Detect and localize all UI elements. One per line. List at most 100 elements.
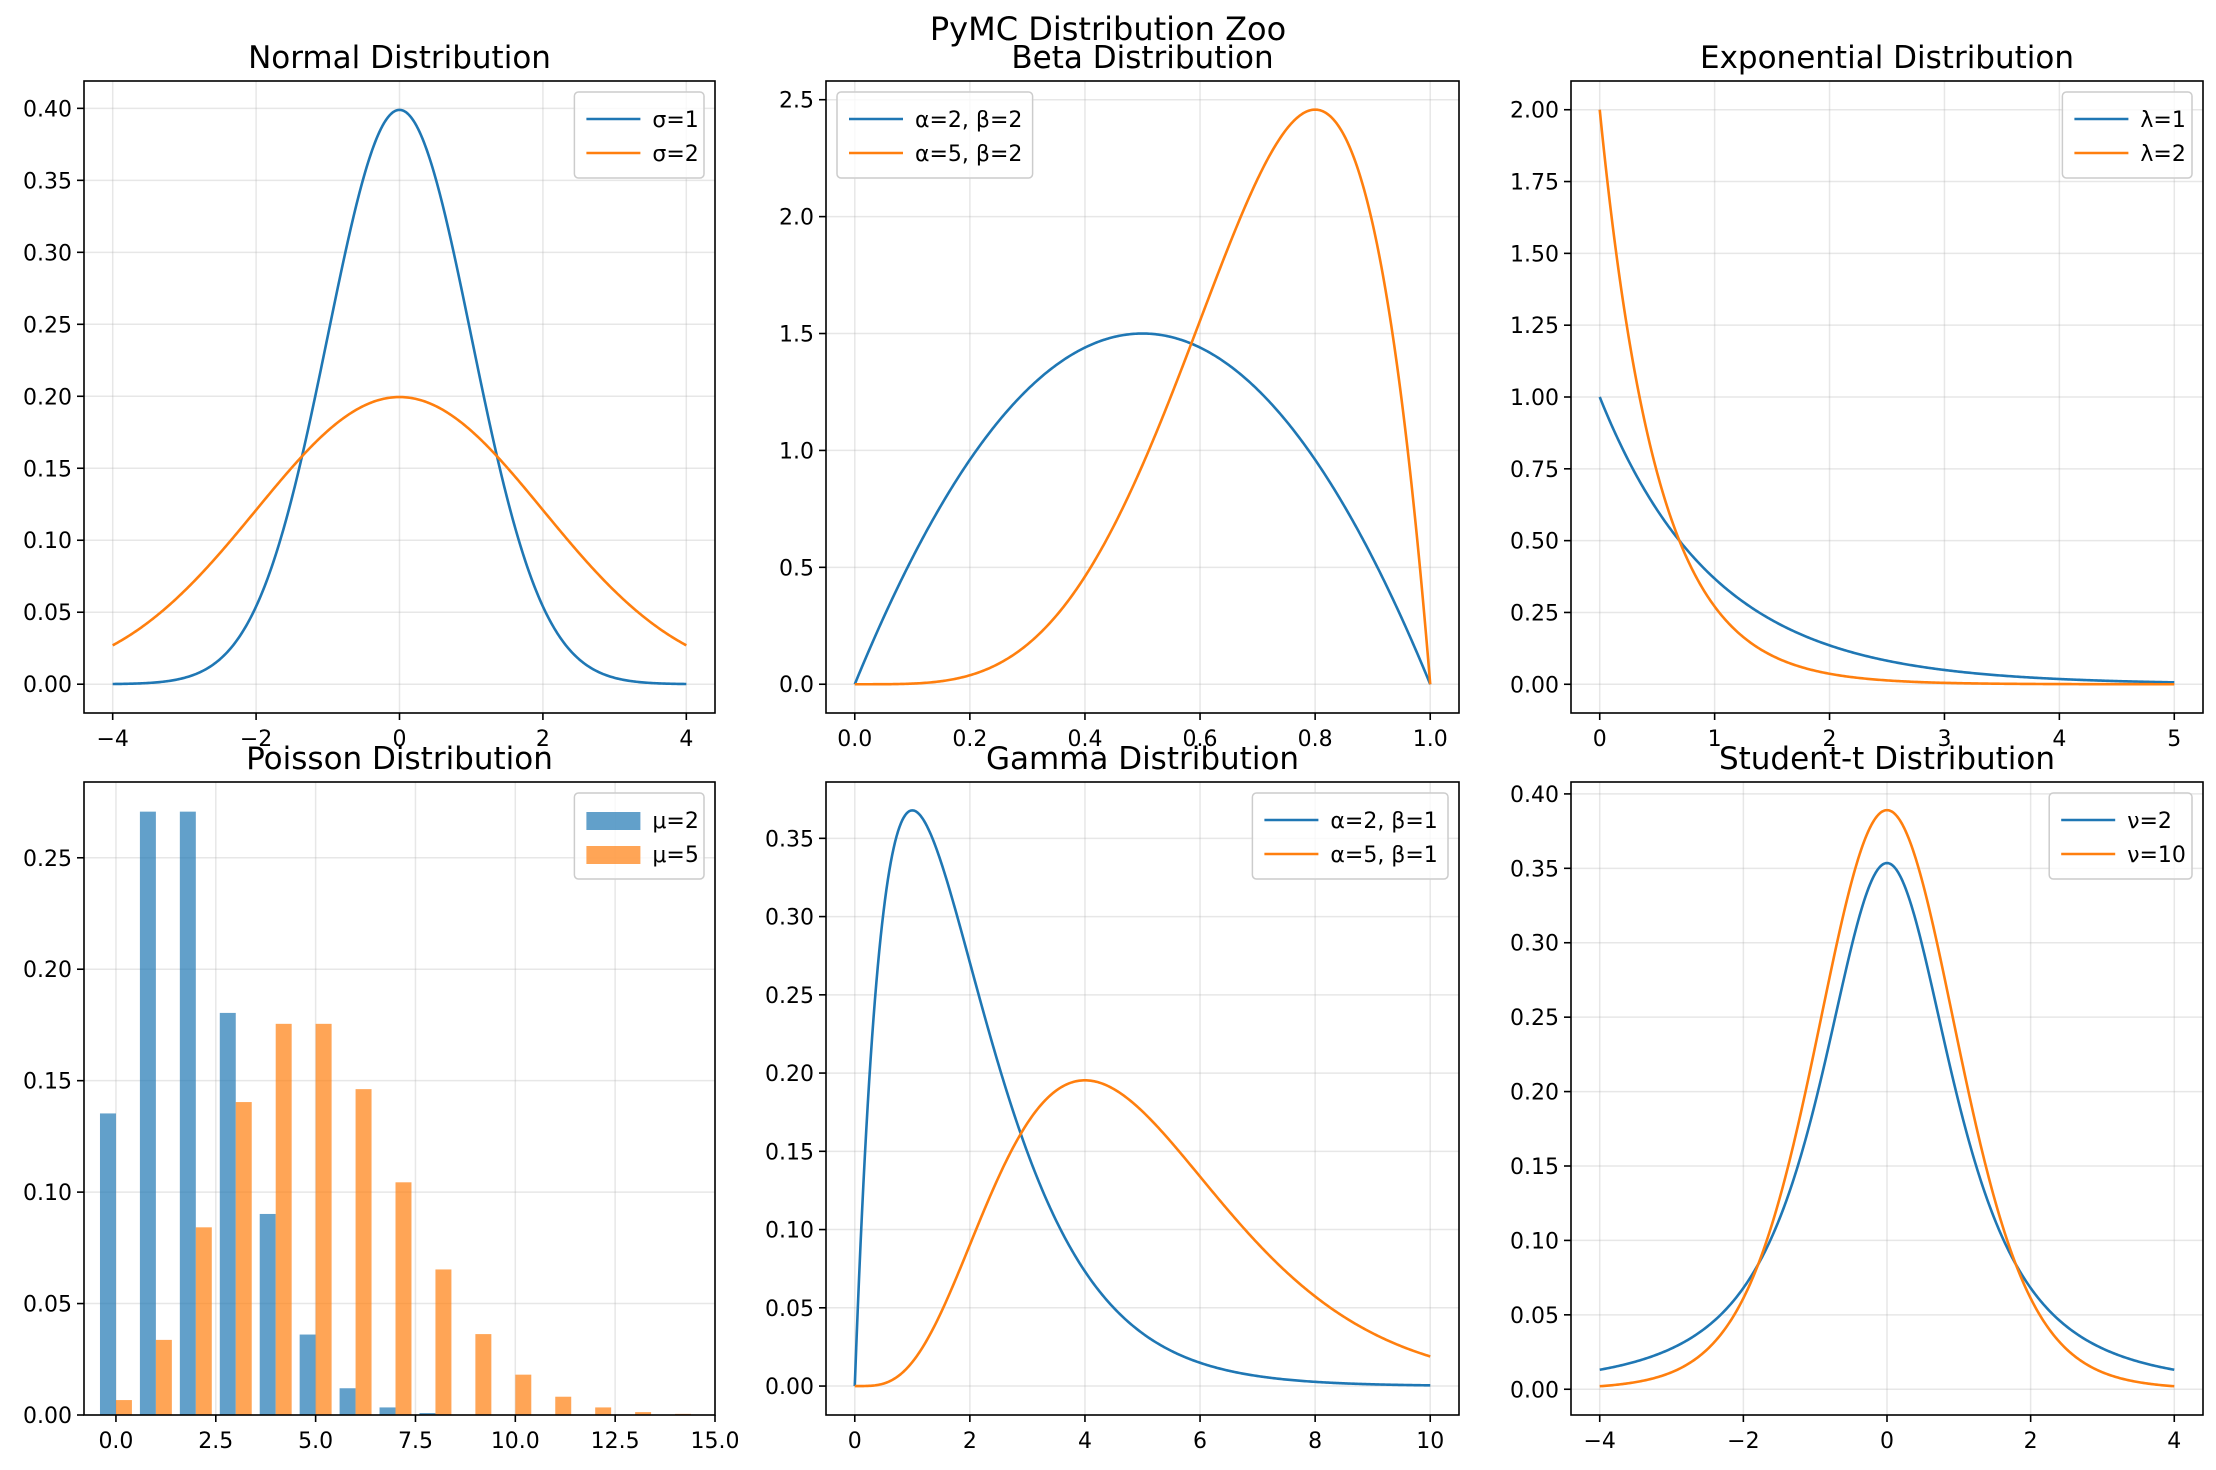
y-tick-label: 0.50 xyxy=(1510,530,1559,555)
y-tick-label: 0.10 xyxy=(765,1219,814,1244)
y-tick-label: 1.75 xyxy=(1510,171,1559,196)
y-tick-label: 0.00 xyxy=(765,1375,814,1400)
x-tick-label: 2 xyxy=(1823,727,1837,752)
subplot-title: Beta Distribution xyxy=(1011,40,1273,76)
y-tick-label: 0.0 xyxy=(779,673,814,698)
series-line-0 xyxy=(853,332,1432,685)
x-tick-label: −2 xyxy=(1727,1429,1759,1454)
bar-1-7 xyxy=(395,1182,412,1415)
y-tick-label: 0.30 xyxy=(23,241,72,266)
subplot-title: Exponential Distribution xyxy=(1700,40,2074,76)
plot-area xyxy=(1599,808,2175,1388)
x-tick-label: 4 xyxy=(2052,727,2066,752)
x-tick-label: 0.6 xyxy=(1183,727,1218,752)
x-tick-label: 0.0 xyxy=(98,1429,133,1454)
x-tick-label: −2 xyxy=(240,727,272,752)
x-tick-label: 2.5 xyxy=(198,1429,233,1454)
x-tick-label: 10 xyxy=(1416,1429,1444,1454)
x-tick-label: 1.0 xyxy=(1413,727,1448,752)
y-tick-label: 0.10 xyxy=(1510,1229,1559,1254)
bar-0-1 xyxy=(139,811,156,1415)
y-tick-label: 1.0 xyxy=(779,439,814,464)
bar-0-6 xyxy=(339,1388,356,1415)
subplot-title: Normal Distribution xyxy=(248,40,551,76)
y-tick-label: 0.30 xyxy=(765,906,814,931)
x-tick-label: 0.0 xyxy=(837,727,872,752)
y-tick-label: 0.25 xyxy=(23,313,72,338)
legend: α=2, β=2 α=5, β=2 xyxy=(836,91,1034,179)
y-tick-label: 0.35 xyxy=(1510,857,1559,882)
y-tick-label: 0.25 xyxy=(1510,601,1559,626)
y-tick-label: 0.20 xyxy=(765,1062,814,1087)
axes-frame xyxy=(825,80,1460,714)
x-tick-label: 5.0 xyxy=(298,1429,333,1454)
bar-1-2 xyxy=(195,1227,212,1415)
subplot-2: 0.0 0.2 0.4 0.6 0.8 1.0 0.0 0.5 1.0 1.5 2.0 2.5 Beta… xyxy=(779,40,1460,752)
legend-label: λ=2 xyxy=(2140,142,2185,167)
bar-1-10 xyxy=(515,1374,532,1415)
legend-label: ν=10 xyxy=(2127,843,2186,868)
legend-label: μ=5 xyxy=(652,843,698,868)
y-tick-label: 0.35 xyxy=(23,169,72,194)
bar-1-3 xyxy=(235,1102,252,1415)
x-tick-label: 0.2 xyxy=(952,727,987,752)
bar-0-8 xyxy=(419,1412,436,1415)
bar-1-13 xyxy=(635,1412,652,1415)
y-tick-label: 0.05 xyxy=(765,1297,814,1322)
x-tick-label: 12.5 xyxy=(591,1429,640,1454)
legend-box xyxy=(573,91,705,179)
plot-area xyxy=(112,108,687,686)
legend-label: α=5, β=2 xyxy=(915,142,1022,167)
x-tick-label: 0 xyxy=(1593,727,1607,752)
y-tick-label: 2.5 xyxy=(779,89,814,114)
x-tick-label: 4 xyxy=(679,727,693,752)
y-tick-label: 0.20 xyxy=(23,385,72,410)
x-tick-label: 0 xyxy=(1880,1429,1894,1454)
plot-area xyxy=(853,108,1432,686)
figure-title: PyMC Distribution Zoo xyxy=(930,10,1286,48)
x-tick-label: 8 xyxy=(1308,1429,1322,1454)
series-line-0 xyxy=(1599,861,2175,1372)
legend-label: λ=1 xyxy=(2140,108,2185,133)
y-tick-label: 0.40 xyxy=(1510,783,1559,808)
bar-1-6 xyxy=(355,1089,372,1415)
legend-label: α=5, β=1 xyxy=(1330,843,1437,868)
x-tick-label: 3 xyxy=(1937,727,1951,752)
y-tick-label: 0.5 xyxy=(779,556,814,581)
legend: α=2, β=1 α=5, β=1 xyxy=(1251,792,1449,880)
x-tick-label: 0 xyxy=(848,1429,862,1454)
y-tick-label: 1.00 xyxy=(1510,386,1559,411)
x-tick-label: −4 xyxy=(1584,1429,1616,1454)
bar-0-3 xyxy=(219,1012,236,1415)
series-line-1 xyxy=(854,1079,1431,1388)
x-tick-label: 6 xyxy=(1193,1429,1207,1454)
x-tick-label: 4 xyxy=(1078,1429,1092,1454)
bar-1-8 xyxy=(435,1269,452,1415)
legend-label: σ=1 xyxy=(652,108,698,133)
legend-label: α=2, β=1 xyxy=(1330,809,1437,834)
y-tick-label: 0.15 xyxy=(765,1140,814,1165)
bar-0-4 xyxy=(259,1213,276,1415)
legend: ν=2 ν=10 xyxy=(2048,792,2193,880)
subplot-title: Gamma Distribution xyxy=(986,741,1299,777)
y-tick-label: 0.25 xyxy=(765,984,814,1009)
x-tick-label: 2 xyxy=(2024,1429,2038,1454)
y-tick-label: 0.75 xyxy=(1510,458,1559,483)
y-tick-label: 0.00 xyxy=(1510,673,1559,698)
x-tick-label: 2 xyxy=(963,1429,977,1454)
y-tick-label: 2.00 xyxy=(1510,99,1559,124)
x-tick-label: 0.4 xyxy=(1067,727,1102,752)
legend-label: ν=2 xyxy=(2127,809,2172,834)
x-tick-label: 2 xyxy=(536,727,550,752)
y-tick-label: 0.05 xyxy=(23,1293,72,1318)
y-tick-label: 0.40 xyxy=(23,97,72,122)
series-line-0 xyxy=(1598,396,2175,684)
y-tick-label: 0.10 xyxy=(23,529,72,554)
y-tick-label: 0.20 xyxy=(1510,1081,1559,1106)
y-tick-label: 0.15 xyxy=(23,457,72,482)
y-tick-label: 0.30 xyxy=(1510,932,1559,957)
y-tick-label: 0.00 xyxy=(1510,1378,1559,1403)
subplot-3: 0 1 2 3 4 5 0.00 0.25 0.50 0.75 1.00 1.25 1.50 1.75 2.… xyxy=(1510,40,2204,752)
series-line-1 xyxy=(1599,808,2175,1388)
